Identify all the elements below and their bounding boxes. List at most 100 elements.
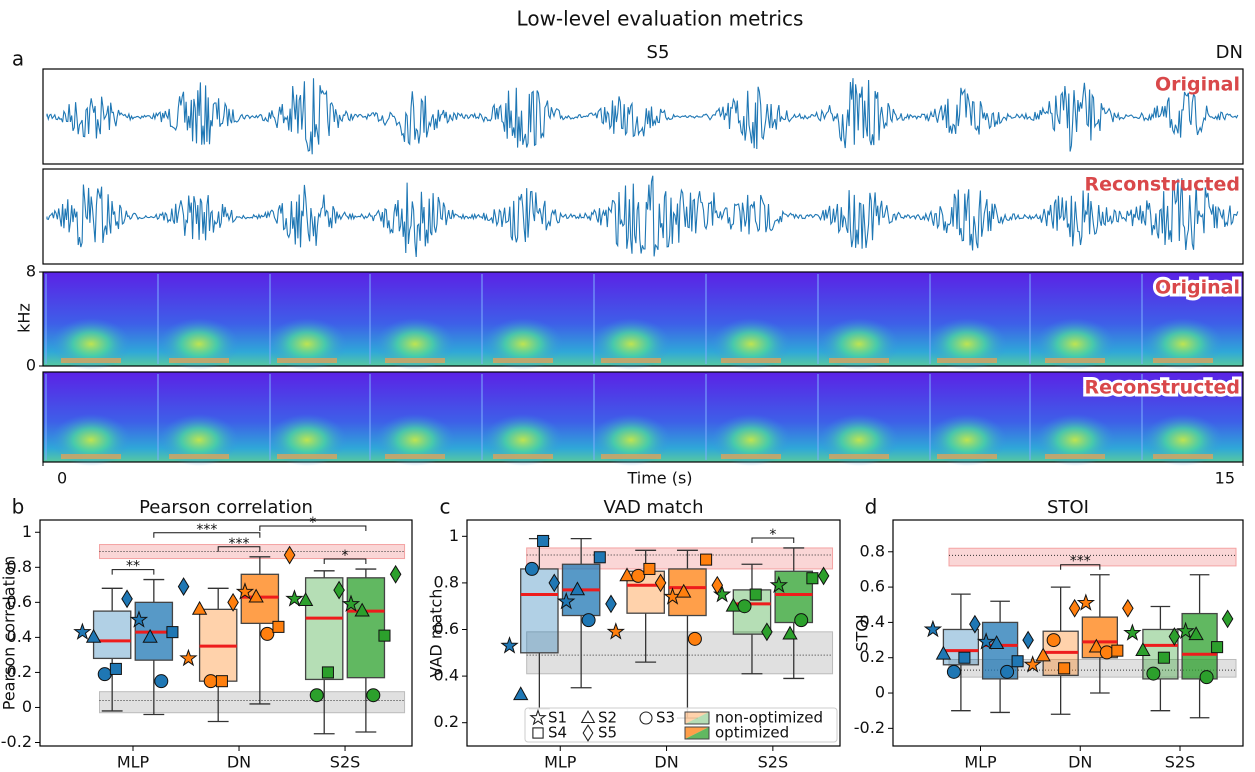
subject-label: S5: [647, 42, 670, 63]
legend-label: S5: [598, 724, 617, 742]
subject-marker: [167, 627, 178, 638]
significance-label: ***: [229, 536, 250, 552]
subject-marker: [959, 652, 970, 663]
subject-marker: [98, 668, 111, 681]
spectrogram-low: [1045, 358, 1105, 363]
figure: Low-level evaluation metrics aS5DNOrigin…: [0, 0, 1255, 772]
subject-marker: [1059, 663, 1070, 674]
y-tick-label: 0.8: [434, 572, 459, 591]
spectrogram-low: [277, 358, 337, 363]
y-tick-label: -0.2: [854, 718, 885, 737]
x-tick-label: 0: [57, 469, 67, 488]
track-label: Reconstructed: [1085, 174, 1240, 196]
spectrogram-low: [169, 454, 229, 459]
y-tick-label: 1: [449, 526, 459, 545]
subject-marker: [644, 563, 655, 574]
y-tick-label: 0.6: [7, 592, 32, 611]
subject-marker: [261, 627, 274, 640]
subject-marker: [1125, 625, 1140, 640]
subject-marker: [110, 663, 121, 674]
spectrogram-low: [493, 358, 553, 363]
spectrogram-low: [385, 358, 445, 363]
x-axis-label: Time (s): [626, 469, 692, 488]
subject-marker: [1200, 671, 1213, 684]
y-tick-label: 1: [22, 522, 32, 541]
y-tick-label: 0.8: [860, 541, 885, 560]
panel-letter: a: [12, 47, 24, 71]
subject-marker: [1012, 656, 1023, 667]
box: [94, 611, 131, 658]
subject-marker: [818, 567, 828, 584]
chance-band: [100, 692, 405, 713]
panel-title: VAD match: [604, 497, 704, 518]
subject-marker: [310, 689, 323, 702]
subject-marker: [514, 687, 528, 699]
subject-marker: [178, 578, 188, 595]
x-tick-label: DN: [227, 753, 251, 772]
subject-marker: [701, 554, 712, 565]
subject-marker: [1222, 610, 1232, 627]
spectrogram-low: [937, 454, 997, 459]
subject-marker: [807, 573, 818, 584]
subject-marker: [273, 621, 284, 632]
panel-title: STOI: [1047, 497, 1089, 518]
significance-label: *: [342, 548, 349, 564]
y-tick-label: 0.8: [7, 557, 32, 576]
waveform-frame: [43, 69, 1243, 164]
panel-letter: b: [12, 495, 25, 519]
y-tick-label: 0: [22, 697, 32, 716]
subject-marker: [1069, 600, 1079, 617]
spectrogram-low: [937, 358, 997, 363]
subject-marker: [525, 562, 538, 575]
x-tick-label: DN: [1068, 753, 1092, 772]
spectrogram-low: [277, 454, 337, 459]
significance-label: ***: [1070, 554, 1091, 570]
x-tick-label: S2S: [758, 753, 789, 772]
subject-marker: [1158, 652, 1169, 663]
spectrogram-low: [1153, 358, 1213, 363]
y-tick-label: 8: [26, 262, 36, 281]
spectrogram-low: [721, 454, 781, 459]
y-tick-label: 0.4: [434, 666, 459, 685]
y-tick-label: 0.4: [7, 627, 32, 646]
spectrogram-low: [1153, 454, 1213, 459]
y-tick-label: 0: [26, 356, 36, 375]
subject-marker: [1078, 595, 1093, 610]
significance-label: **: [126, 559, 140, 575]
subject-marker: [1023, 632, 1033, 649]
legend-label: S4: [548, 724, 567, 742]
significance-label: *: [309, 515, 316, 531]
subject-marker: [1047, 634, 1060, 647]
y-tick-label: 0.4: [860, 612, 885, 631]
subject-marker: [181, 650, 196, 665]
subject-marker: [228, 594, 238, 611]
subject-marker: [1147, 667, 1160, 680]
panel-letter: d: [865, 495, 878, 519]
subject-marker: [390, 566, 400, 583]
subject-marker: [925, 621, 940, 636]
subject-marker: [75, 624, 90, 639]
subject-marker: [367, 689, 380, 702]
subject-marker: [795, 614, 808, 627]
subject-marker: [1123, 600, 1133, 617]
subject-marker: [582, 614, 595, 627]
y-tick-label: 0.2: [434, 712, 459, 731]
spectrogram-low: [1045, 454, 1105, 459]
track-label: Original: [1155, 277, 1240, 299]
subject-marker: [1112, 645, 1123, 656]
subject-marker: [606, 595, 616, 612]
subject-marker: [594, 552, 605, 563]
y-tick-label: 0.6: [860, 577, 885, 596]
subject-marker: [193, 602, 207, 614]
y-axis-label: kHz: [15, 303, 34, 333]
subject-marker: [122, 590, 132, 607]
x-tick-label: MLP: [964, 753, 997, 772]
box: [347, 578, 384, 678]
ceiling-band: [949, 548, 1236, 566]
subject-marker: [1212, 642, 1223, 653]
significance-label: *: [769, 527, 776, 543]
spectrogram-low: [61, 358, 121, 363]
spectrogram-low: [829, 454, 889, 459]
x-tick-label: S2S: [330, 753, 361, 772]
panel-letter: c: [440, 495, 451, 519]
